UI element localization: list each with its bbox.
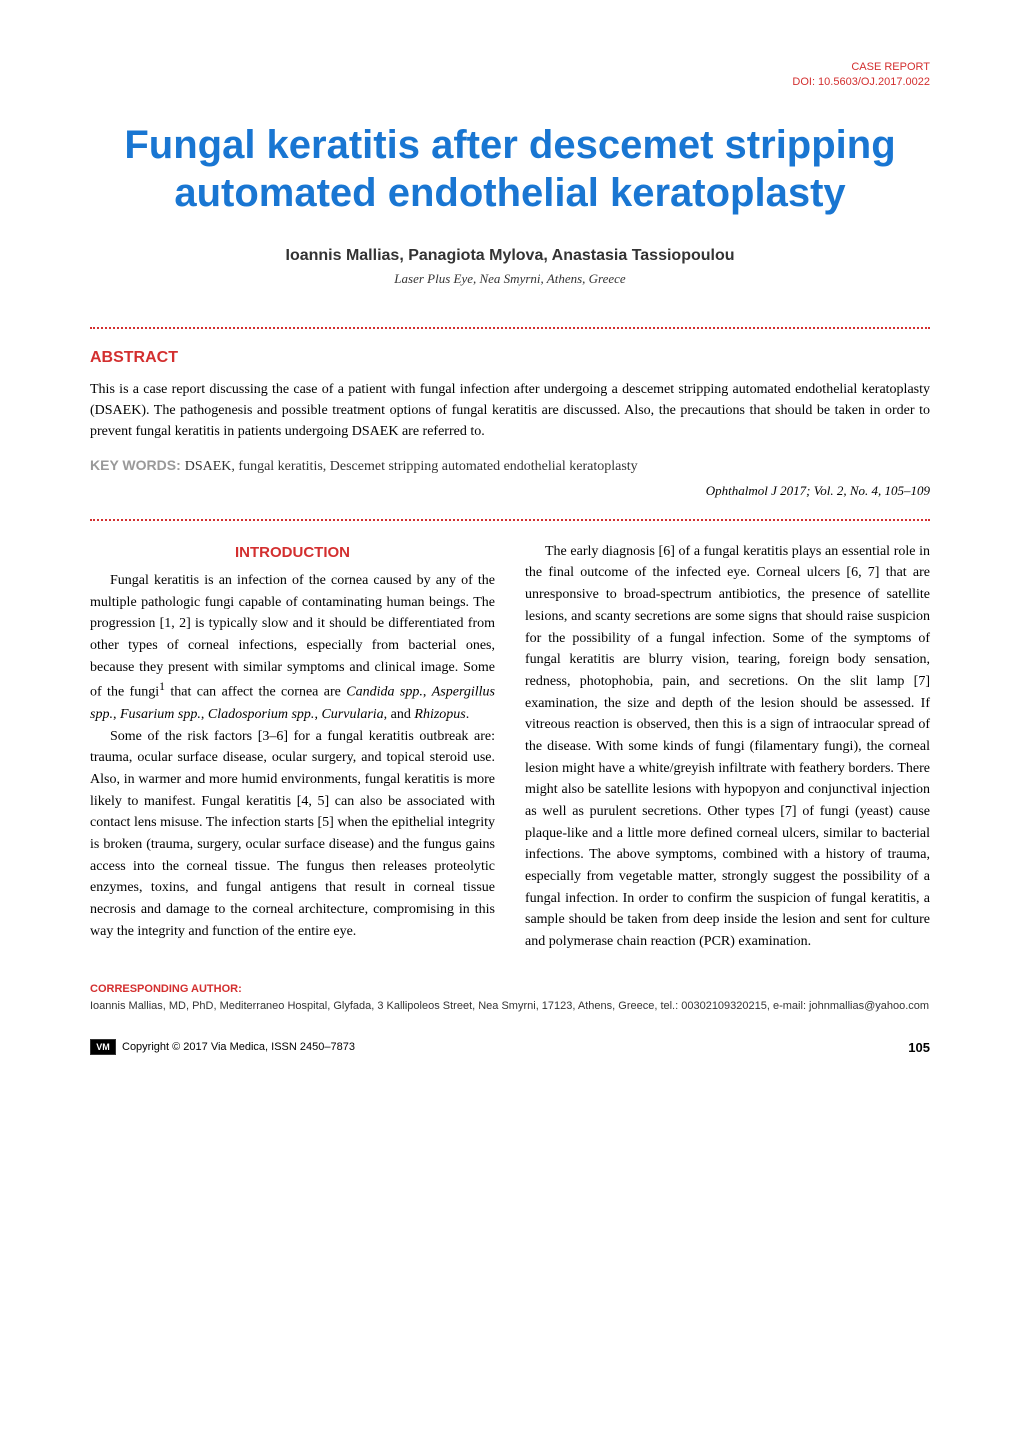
intro-paragraph-1: Fungal keratitis is an infection of the … [90,570,495,725]
corresponding-body: Ioannis Mallias, MD, PhD, Mediterraneo H… [90,999,930,1014]
footer-left: VM Copyright © 2017 Via Medica, ISSN 245… [90,1039,355,1055]
abstract-heading: ABSTRACT [90,349,930,367]
footer: VM Copyright © 2017 Via Medica, ISSN 245… [90,1039,930,1055]
article-type: CASE REPORT [90,60,930,75]
header-meta: CASE REPORT DOI: 10.5603/OJ.2017.0022 [90,60,930,91]
authors: Ioannis Mallias, Panagiota Mylova, Anast… [90,247,930,265]
intro-paragraph-2: Some of the risk factors [3–6] for a fun… [90,726,495,943]
corresponding-heading: CORRESPONDING AUTHOR: [90,983,930,995]
keywords-value: DSAEK, fungal keratitis, Descemet stripp… [185,459,638,474]
divider-top [90,327,930,329]
publisher-logo-icon: VM [90,1039,116,1055]
page-number: 105 [908,1040,930,1055]
intro-paragraph-3: The early diagnosis [6] of a fungal kera… [525,541,930,953]
introduction-heading: INTRODUCTION [90,541,495,564]
article-title: Fungal keratitis after descemet strippin… [90,121,930,217]
affiliation: Laser Plus Eye, Nea Smyrni, Athens, Gree… [90,271,930,287]
divider-bottom [90,519,930,521]
doi: DOI: 10.5603/OJ.2017.0022 [90,75,930,90]
citation: Ophthalmol J 2017; Vol. 2, No. 4, 105–10… [90,483,930,499]
body-columns: INTRODUCTION Fungal keratitis is an infe… [90,541,930,953]
keywords-row: KEY WORDS: DSAEK, fungal keratitis, Desc… [90,457,930,475]
keywords-label: KEY WORDS: [90,457,181,473]
column-right: The early diagnosis [6] of a fungal kera… [525,541,930,953]
copyright-text: Copyright © 2017 Via Medica, ISSN 2450–7… [122,1041,355,1053]
abstract-body: This is a case report discussing the cas… [90,379,930,442]
column-left: INTRODUCTION Fungal keratitis is an infe… [90,541,495,953]
